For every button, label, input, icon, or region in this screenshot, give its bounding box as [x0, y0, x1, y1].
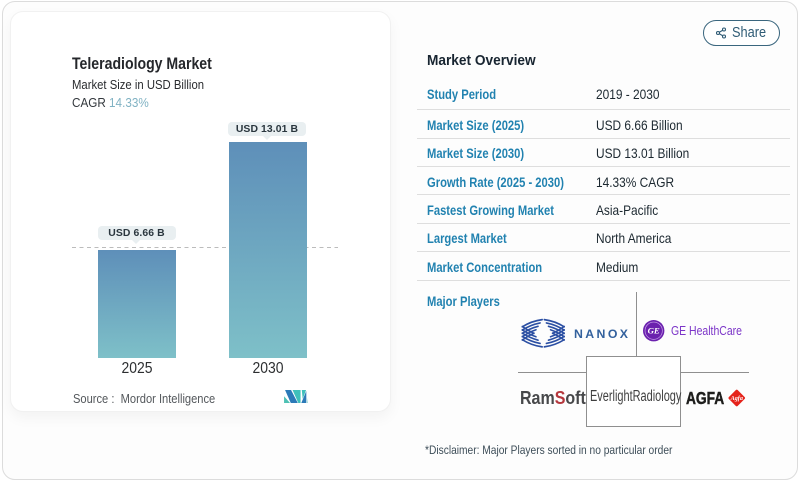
svg-text:GE: GE — [648, 326, 660, 336]
svg-text:Agfa: Agfa — [730, 396, 743, 402]
